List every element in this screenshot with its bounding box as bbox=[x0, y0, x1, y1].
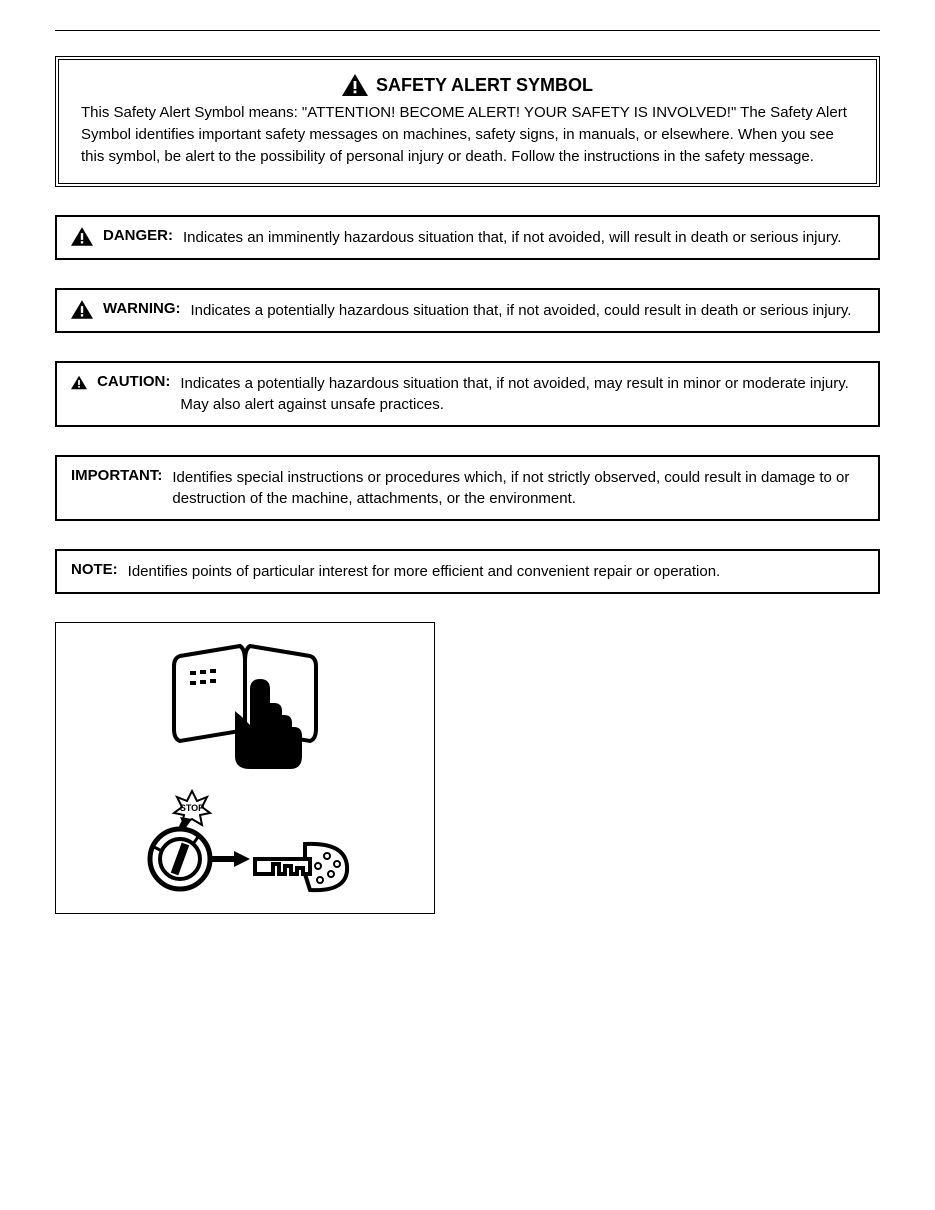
important-box: IMPORTANT: Identifies special instructio… bbox=[55, 455, 880, 521]
warning-box: WARNING: Indicates a potentially hazardo… bbox=[55, 288, 880, 333]
warning-text: Indicates a potentially hazardous situat… bbox=[191, 300, 852, 321]
safety-alert-body: This Safety Alert Symbol means: "ATTENTI… bbox=[77, 102, 858, 167]
caution-text: Indicates a potentially hazardous situat… bbox=[180, 373, 864, 415]
note-text: Identifies points of particular interest… bbox=[128, 561, 721, 582]
warning-triangle-icon bbox=[71, 373, 87, 392]
read-manual-icon bbox=[160, 641, 330, 771]
warning-triangle-icon bbox=[342, 74, 368, 96]
stop-remove-key-icon: STOP bbox=[130, 789, 360, 899]
danger-text: Indicates an imminently hazardous situat… bbox=[183, 227, 841, 248]
note-box: NOTE: Identifies points of particular in… bbox=[55, 549, 880, 594]
top-rule bbox=[55, 30, 880, 31]
safety-alert-box: SAFETY ALERT SYMBOL This Safety Alert Sy… bbox=[55, 56, 880, 187]
safety-alert-header: SAFETY ALERT SYMBOL bbox=[77, 74, 858, 96]
danger-box: DANGER: Indicates an imminently hazardou… bbox=[55, 215, 880, 260]
note-label: NOTE: bbox=[71, 561, 118, 578]
warning-triangle-icon bbox=[71, 300, 93, 319]
danger-label: DANGER: bbox=[103, 227, 173, 244]
warning-label: WARNING: bbox=[103, 300, 181, 317]
svg-text:STOP: STOP bbox=[180, 803, 204, 813]
safety-alert-heading: SAFETY ALERT SYMBOL bbox=[376, 75, 593, 96]
important-label: IMPORTANT: bbox=[71, 467, 162, 484]
caution-box: CAUTION: Indicates a potentially hazardo… bbox=[55, 361, 880, 427]
caution-label: CAUTION: bbox=[97, 373, 170, 390]
important-text: Identifies special instructions or proce… bbox=[172, 467, 864, 509]
document-page: SAFETY ALERT SYMBOL This Safety Alert Sy… bbox=[0, 0, 935, 1210]
figure-box: STOP bbox=[55, 622, 435, 914]
warning-triangle-icon bbox=[71, 227, 93, 246]
